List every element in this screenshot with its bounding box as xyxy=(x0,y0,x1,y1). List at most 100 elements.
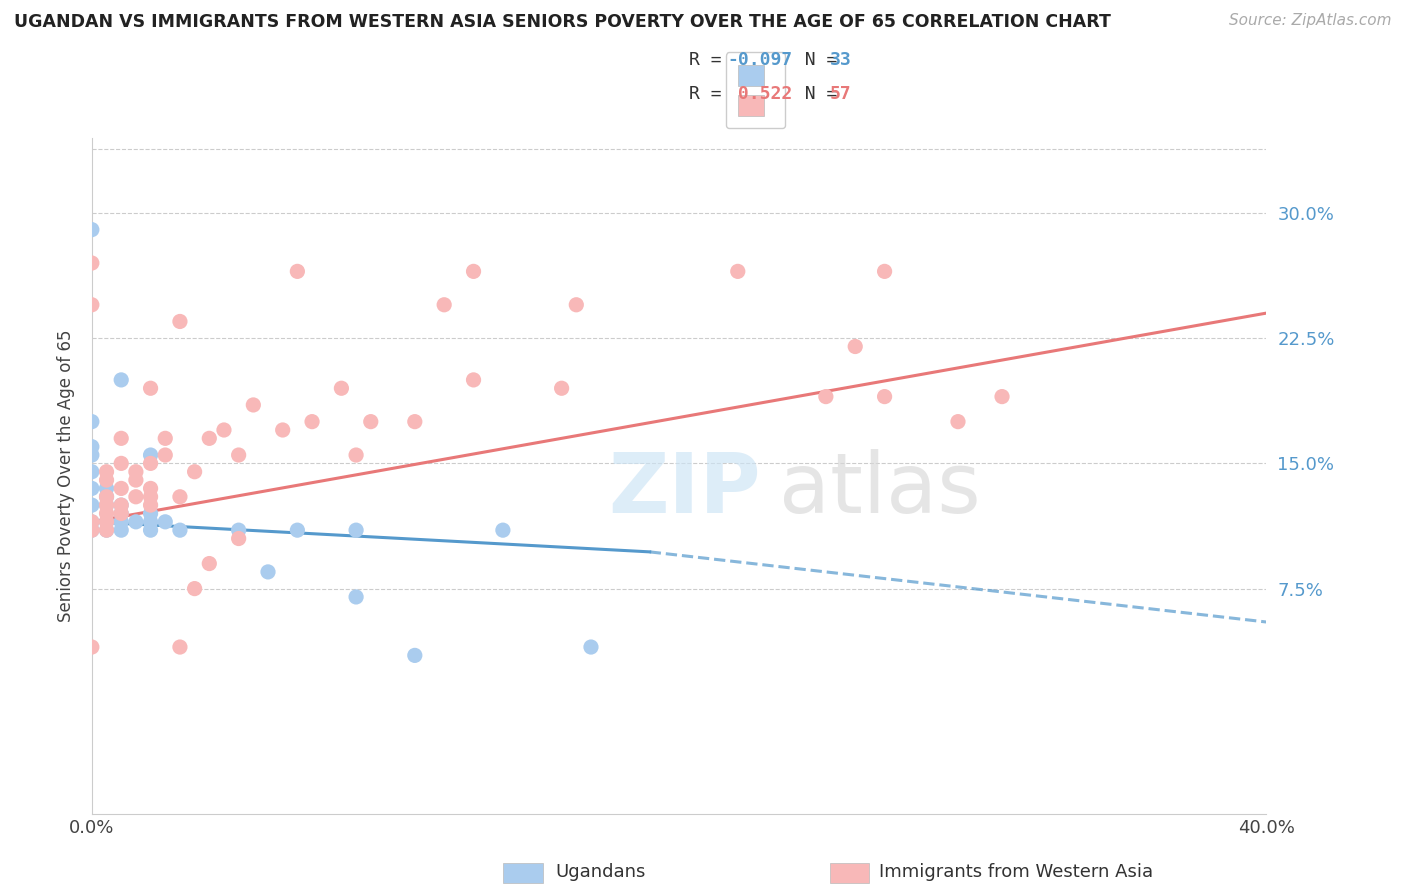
Point xyxy=(155,515,177,529)
Point xyxy=(155,448,177,462)
Point xyxy=(96,465,118,479)
Point xyxy=(344,590,367,604)
Point xyxy=(873,264,896,278)
Point xyxy=(110,515,132,529)
Point xyxy=(125,490,148,504)
Point xyxy=(80,498,103,512)
Point xyxy=(125,473,148,487)
Point xyxy=(155,431,177,445)
Point xyxy=(404,415,426,429)
Point xyxy=(96,482,118,496)
Point xyxy=(228,448,250,462)
Point xyxy=(463,264,485,278)
Point xyxy=(125,465,148,479)
Point xyxy=(579,640,602,654)
Point xyxy=(110,523,132,537)
Text: R =: R = xyxy=(689,85,733,103)
Point xyxy=(80,515,103,529)
Point xyxy=(110,498,132,512)
Point xyxy=(110,498,132,512)
Point xyxy=(492,523,515,537)
Point xyxy=(96,498,118,512)
Point xyxy=(96,523,118,537)
Text: Immigrants from Western Asia: Immigrants from Western Asia xyxy=(879,863,1153,881)
Point xyxy=(80,256,103,270)
Point xyxy=(198,557,221,571)
Point xyxy=(873,390,896,404)
Point xyxy=(183,582,205,596)
Text: 33: 33 xyxy=(830,51,851,69)
Point xyxy=(946,415,969,429)
Point xyxy=(814,390,837,404)
Text: ZIP: ZIP xyxy=(609,449,761,530)
Point xyxy=(80,415,103,429)
Text: R =: R = xyxy=(689,51,733,69)
Point xyxy=(139,515,162,529)
Point xyxy=(344,448,367,462)
Point xyxy=(110,507,132,521)
Text: UGANDAN VS IMMIGRANTS FROM WESTERN ASIA SENIORS POVERTY OVER THE AGE OF 65 CORRE: UGANDAN VS IMMIGRANTS FROM WESTERN ASIA … xyxy=(14,13,1111,31)
Point xyxy=(169,314,191,328)
Point xyxy=(844,339,866,353)
Point xyxy=(110,507,132,521)
Point xyxy=(96,490,118,504)
Point xyxy=(228,532,250,546)
Point xyxy=(96,515,118,529)
Y-axis label: Seniors Poverty Over the Age of 65: Seniors Poverty Over the Age of 65 xyxy=(58,330,75,622)
Point xyxy=(242,398,264,412)
Point xyxy=(125,515,148,529)
Point xyxy=(139,381,162,395)
Point xyxy=(96,490,118,504)
Point xyxy=(139,498,162,512)
Point xyxy=(80,523,103,537)
Point xyxy=(271,423,294,437)
Text: 57: 57 xyxy=(830,85,851,103)
Point xyxy=(80,523,103,537)
Point xyxy=(110,431,132,445)
Text: N =: N = xyxy=(783,51,848,69)
Point xyxy=(287,523,309,537)
Point xyxy=(991,390,1014,404)
Point xyxy=(110,456,132,470)
Point xyxy=(301,415,323,429)
Point xyxy=(169,490,191,504)
Point xyxy=(139,482,162,496)
Point xyxy=(228,523,250,537)
Point xyxy=(96,515,118,529)
Point xyxy=(330,381,353,395)
Point xyxy=(565,298,588,312)
Point xyxy=(183,465,205,479)
Point xyxy=(80,640,103,654)
Point xyxy=(139,456,162,470)
Legend: , : , xyxy=(725,52,785,128)
Point xyxy=(433,298,456,312)
Point xyxy=(80,222,103,236)
Point xyxy=(80,465,103,479)
Point xyxy=(198,431,221,445)
Point xyxy=(139,507,162,521)
Point xyxy=(110,373,132,387)
Point xyxy=(139,490,162,504)
Point xyxy=(169,523,191,537)
Point xyxy=(344,523,367,537)
Point xyxy=(404,648,426,663)
Point xyxy=(96,498,118,512)
Point xyxy=(80,448,103,462)
Point xyxy=(212,423,235,437)
Point xyxy=(96,507,118,521)
Point xyxy=(80,298,103,312)
Text: Source: ZipAtlas.com: Source: ZipAtlas.com xyxy=(1229,13,1392,29)
Point xyxy=(550,381,572,395)
Point xyxy=(139,448,162,462)
Point xyxy=(139,523,162,537)
Point xyxy=(463,373,485,387)
Point xyxy=(360,415,382,429)
Point xyxy=(169,640,191,654)
Point xyxy=(727,264,749,278)
Point xyxy=(257,565,280,579)
Text: Ugandans: Ugandans xyxy=(555,863,645,881)
Point xyxy=(96,473,118,487)
Point xyxy=(80,482,103,496)
Point xyxy=(80,515,103,529)
Point xyxy=(96,523,118,537)
